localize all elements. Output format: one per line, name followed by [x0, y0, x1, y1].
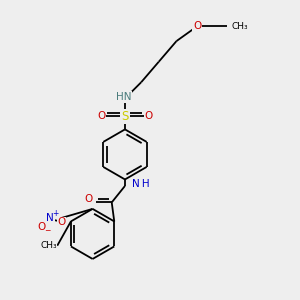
Text: −: −: [44, 226, 50, 236]
Text: CH₃: CH₃: [40, 241, 57, 250]
Text: N: N: [46, 213, 54, 223]
Text: HN: HN: [116, 92, 131, 102]
Text: CH₃: CH₃: [232, 22, 248, 31]
Text: O: O: [97, 111, 106, 121]
Text: O: O: [84, 194, 92, 205]
Text: +: +: [52, 209, 59, 218]
Text: O: O: [37, 222, 45, 232]
Text: O: O: [193, 21, 201, 31]
Text: O: O: [58, 217, 66, 227]
Text: O: O: [144, 111, 153, 121]
Text: N H: N H: [132, 179, 150, 190]
Text: S: S: [121, 110, 129, 123]
